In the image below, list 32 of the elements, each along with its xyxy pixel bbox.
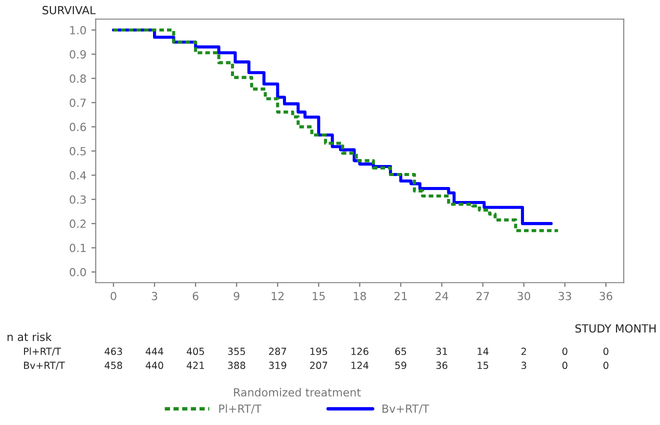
legend-label: Bv+RT/T xyxy=(382,404,430,414)
y-axis-title: SURVIVAL xyxy=(42,6,96,14)
y-tick-label: 0.4 xyxy=(70,171,86,180)
y-tick-label: 1.0 xyxy=(70,26,86,34)
y-tick-label: 0.9 xyxy=(70,50,86,59)
x-tick-label: 24 xyxy=(436,292,448,300)
legend-title: Randomized treatment xyxy=(234,388,361,397)
x-axis-title: STUDY MONTH xyxy=(575,324,656,333)
y-tick-label: 0.8 xyxy=(70,74,86,83)
x-tick-label: 27 xyxy=(476,292,489,300)
text: Pl+RT/T 463 444 405 355 287 195 126 65 31 14 2 0 0 xyxy=(24,347,608,356)
x-tick-label: 21 xyxy=(394,292,407,300)
y-tick-label: 0.1 xyxy=(70,244,86,252)
x-tick-label: 3 xyxy=(152,292,158,300)
y-tick-label: 0.3 xyxy=(70,195,86,204)
text: Bv+RT/T 458 440 421 388 319 207 124 59 36 15 3 0 0 xyxy=(24,362,608,370)
x-tick-label: 36 xyxy=(600,292,612,300)
x-tick-label: 9 xyxy=(234,292,240,300)
text: n at risk xyxy=(8,332,52,342)
x-tick-label: 18 xyxy=(354,292,366,300)
y-tick-label: 0.5 xyxy=(70,146,86,156)
y-tick-label: 0.0 xyxy=(70,268,86,276)
x-tick-label: 15 xyxy=(312,292,325,300)
y-tick-label: 0.7 xyxy=(70,98,86,107)
x-tick-label: 33 xyxy=(558,292,572,300)
x-tick-label: 0 xyxy=(110,292,116,300)
y-tick-label: 0.6 xyxy=(70,122,86,132)
x-tick-label: 12 xyxy=(272,292,284,300)
y-tick-label: 0.2 xyxy=(70,220,86,228)
x-tick-label: 30 xyxy=(518,292,530,300)
x-tick-label: 6 xyxy=(192,292,198,300)
legend-label: Pl+RT/T xyxy=(219,404,262,414)
